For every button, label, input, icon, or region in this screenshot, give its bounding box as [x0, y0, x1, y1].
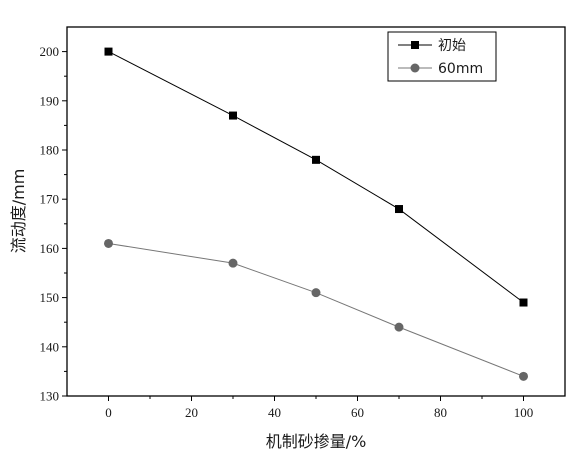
series-line-1	[108, 242, 524, 377]
series-1-point-1	[228, 258, 238, 268]
plot-frame	[66, 26, 566, 397]
y-tick-label-2: 150	[40, 290, 60, 305]
series-0-point-3	[395, 205, 403, 214]
x-tick-label-3: 60	[351, 405, 364, 420]
series-layer	[104, 47, 528, 381]
legend: 初始 60mm	[387, 31, 497, 82]
legend-box	[387, 31, 497, 82]
x-tick-label-2: 40	[268, 405, 281, 420]
x-tick-label-0: 0	[105, 405, 112, 420]
y-tick-label-4: 170	[40, 192, 60, 207]
series-0-point-1	[229, 111, 237, 120]
x-axis-label: 机制砂掺量/%	[266, 432, 367, 451]
x-tick-label-1: 20	[185, 405, 198, 420]
series-1-point-3	[394, 322, 404, 332]
y-axis-label: 流动度/mm	[9, 169, 28, 254]
legend-marker-1	[411, 41, 419, 49]
x-tick-label-4: 80	[434, 405, 447, 420]
legend-label-2: 60mm	[438, 61, 483, 77]
y-tick-label-0: 130	[40, 389, 60, 404]
y-tick-label-7: 200	[40, 44, 60, 59]
y-tick-label-1: 140	[40, 339, 60, 354]
x-axis-ticks: 0 20 40 60 80 100	[105, 396, 533, 420]
series-1-point-4	[519, 371, 528, 381]
x-tick-label-5: 100	[514, 405, 534, 420]
series-line-0	[108, 51, 524, 303]
series-1-point-0	[104, 238, 113, 248]
y-tick-label-6: 190	[40, 93, 60, 108]
y-tick-label-5: 180	[40, 143, 60, 158]
series-0-point-0	[104, 47, 113, 56]
series-1-point-2	[311, 288, 321, 298]
legend-label-1: 初始	[438, 37, 466, 54]
y-tick-label-3: 160	[40, 241, 60, 256]
series-0-point-2	[312, 155, 320, 164]
y-axis-ticks: 130 140 150 160 170 180 190 200	[40, 44, 67, 404]
series-0-point-4	[519, 298, 528, 307]
legend-marker-2	[410, 63, 420, 73]
